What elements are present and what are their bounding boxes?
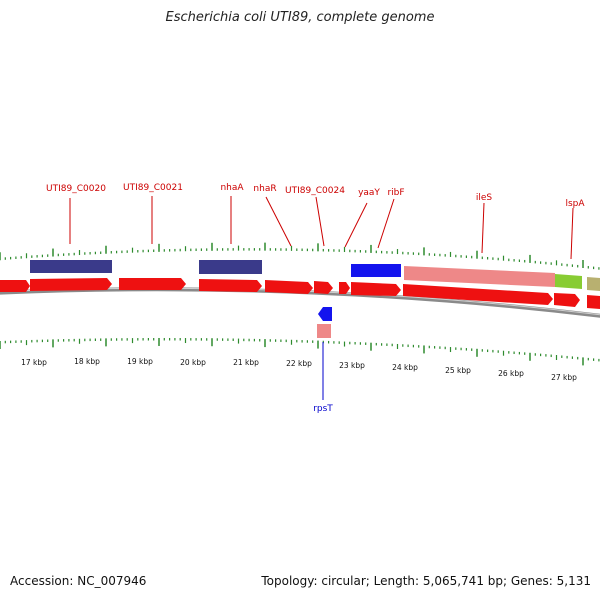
cds-arrow[interactable] <box>119 278 186 290</box>
label-connectors <box>69 196 574 400</box>
reverse-tick-row <box>0 337 600 366</box>
cds-arrow-reverse[interactable] <box>318 307 332 321</box>
gene-label-nhaa[interactable]: nhaA <box>220 183 244 193</box>
gene-label-iles[interactable]: ileS <box>476 193 493 203</box>
forward-cds-track <box>0 278 600 309</box>
gene-label-nhar[interactable]: nhaR <box>253 184 276 194</box>
gene-box[interactable] <box>404 266 555 287</box>
connector-nhar <box>265 196 292 247</box>
scale-label: 26 kbp <box>498 369 524 378</box>
gene-box[interactable] <box>587 277 600 291</box>
connector-uti89-c0024 <box>315 196 325 247</box>
scale-label: 20 kbp <box>180 358 206 367</box>
connector-yaay <box>344 202 368 248</box>
gene-box[interactable] <box>199 260 262 274</box>
scale-label: 21 kbp <box>233 358 259 367</box>
scale-label: 18 kbp <box>74 357 100 366</box>
scale-label: 24 kbp <box>392 363 418 372</box>
map-title: Escherichia coli UTI89, complete genome <box>165 10 435 25</box>
cds-arrow[interactable] <box>351 282 401 296</box>
gene-labels: UTI89_C0020 UTI89_C0021 nhaA nhaR UTI89_… <box>46 183 585 414</box>
gene-box[interactable] <box>555 274 582 289</box>
connector-iles <box>481 202 485 254</box>
gene-label-uti89-c0024[interactable]: UTI89_C0024 <box>285 186 345 196</box>
cds-arrow[interactable] <box>554 293 580 307</box>
gene-label-uti89-c0021[interactable]: UTI89_C0021 <box>123 183 183 193</box>
cds-arrow[interactable] <box>30 278 112 291</box>
scale-label: 17 kbp <box>21 358 47 367</box>
cds-arrow[interactable] <box>0 280 30 292</box>
gene-label-lspa[interactable]: lspA <box>565 199 585 209</box>
gene-box[interactable] <box>351 264 401 277</box>
gene-label-yaay[interactable]: yaaY <box>358 188 380 198</box>
forward-feature-track <box>30 260 600 291</box>
cds-arrow[interactable] <box>265 280 313 294</box>
gene-box-reverse[interactable] <box>317 324 331 338</box>
scale-label: 19 kbp <box>127 357 153 366</box>
scale-labels: 17 kbp 18 kbp 19 kbp 20 kbp 21 kbp 22 kb… <box>21 357 577 382</box>
connector-lspa <box>570 207 574 260</box>
genome-summary-text: Topology: circular; Length: 5,065,741 bp… <box>261 574 591 588</box>
connector-ribf <box>377 198 395 249</box>
scale-label: 23 kbp <box>339 361 365 370</box>
scale-label: 25 kbp <box>445 366 471 375</box>
gene-label-ribf[interactable]: ribF <box>387 188 404 198</box>
gene-label-rpst[interactable]: rpsT <box>313 404 333 414</box>
gene-box[interactable] <box>30 260 112 273</box>
scale-label: 22 kbp <box>286 359 312 368</box>
accession-text: Accession: NC_007946 <box>10 574 147 588</box>
gene-label-uti89-c0020[interactable]: UTI89_C0020 <box>46 184 106 194</box>
forward-tick-row <box>0 242 600 270</box>
cds-arrow[interactable] <box>339 282 350 294</box>
reverse-feature-track <box>317 307 332 338</box>
cds-arrow[interactable] <box>587 295 600 309</box>
cds-arrow[interactable] <box>199 279 262 292</box>
cds-arrow[interactable] <box>403 284 553 305</box>
scale-label: 27 kbp <box>551 373 577 382</box>
cds-arrow[interactable] <box>314 281 333 294</box>
